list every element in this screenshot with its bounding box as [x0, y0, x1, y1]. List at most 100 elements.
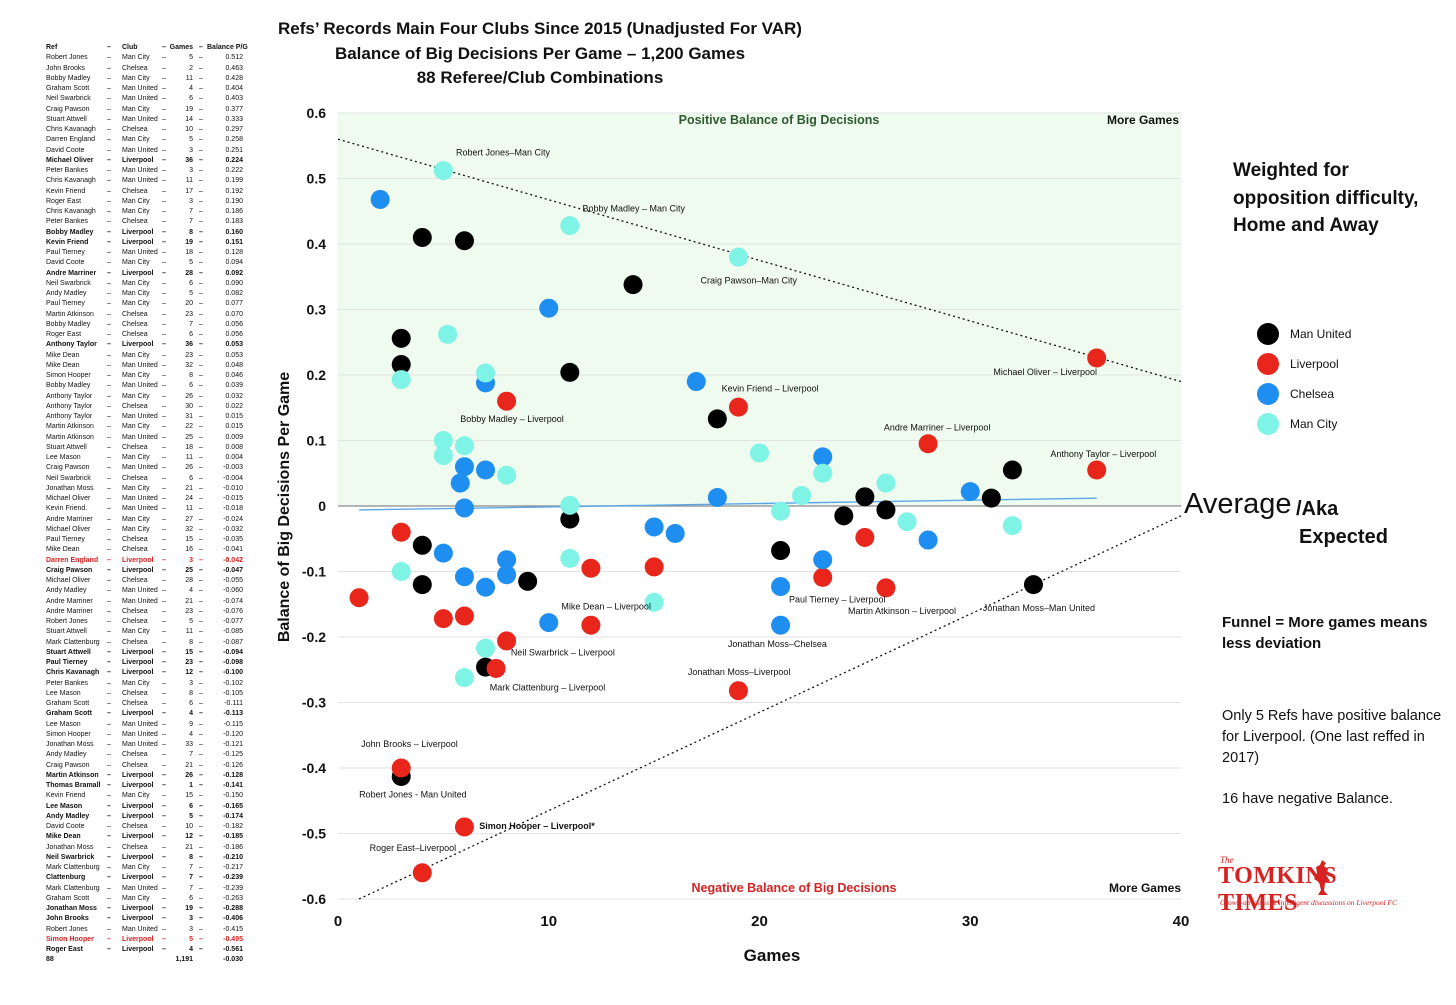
table-dash: – [199, 74, 203, 82]
table-dash: – [199, 495, 203, 502]
table-dash: – [107, 402, 111, 410]
table-row: Clattenburg – Liverpool –7– -0.239 [46, 873, 266, 883]
table-club: Liverpool [122, 812, 154, 820]
table-dash: – [107, 187, 111, 195]
table-games: 32 [185, 525, 193, 533]
table-games: 18 [185, 249, 193, 256]
table-dash: – [107, 792, 111, 800]
table-games: 6 [189, 894, 193, 902]
legend-item: Liverpool [1257, 352, 1437, 382]
table-games: 23 [185, 659, 193, 666]
table-club: Liverpool [122, 156, 154, 164]
table-ref: Neil Swarbrick [46, 853, 95, 861]
table-dash: – [107, 935, 111, 943]
table-club: Man City [122, 392, 150, 400]
table-dash: – [199, 382, 203, 390]
table-dash: – [107, 905, 111, 912]
table-games: 21 [185, 597, 193, 605]
table-dash: – [107, 618, 111, 625]
table-dash: – [199, 115, 203, 123]
table-dash: – [162, 782, 166, 789]
table-ref: Michael Oliver [46, 577, 91, 584]
table-games: 25 [185, 433, 193, 441]
table-club: Man City [122, 197, 150, 205]
table-dash: – [199, 648, 203, 656]
table-row: David Coote – Man City –5–0.094 [46, 258, 266, 268]
table-balance: 0.160 [225, 228, 243, 236]
positive-region-label: Positive Balance of Big Decisions [679, 113, 880, 127]
data-point [497, 465, 517, 485]
table-club: Man City [122, 136, 150, 144]
table-ref: Thomas Bramall [46, 782, 101, 789]
table-dash: – [107, 74, 111, 82]
table-club: Chelsea [122, 331, 148, 338]
table-games: 36 [185, 341, 193, 349]
table-games: 6 [189, 95, 193, 103]
table-ref: Kevin Friend [46, 238, 89, 246]
table-dash: – [162, 300, 166, 308]
table-ref: Michael Oliver [46, 495, 91, 502]
table-balance: 0.151 [225, 238, 243, 246]
table-row: Craig Pawson – Man United –26– -0.003 [46, 463, 266, 473]
table-dash: – [199, 710, 203, 718]
data-point [813, 447, 833, 467]
table-club: Man City [122, 279, 150, 287]
table-balance: 0.053 [225, 341, 243, 349]
data-point [391, 562, 411, 581]
table-dash: – [107, 208, 111, 215]
table-dash: – [107, 320, 111, 328]
table-dash: – [162, 208, 166, 215]
table-games: 32 [185, 361, 193, 369]
table-balance: -0.018 [223, 505, 243, 513]
table-dash: – [107, 628, 111, 636]
point-annotation: Bobby Madley – Liverpool [460, 414, 564, 424]
table-dash: – [107, 54, 111, 62]
table-row: Lee Mason – Man United –9– -0.115 [46, 720, 266, 730]
data-point [560, 362, 580, 382]
table-balance: 0.463 [225, 64, 243, 72]
point-annotation: Neil Swarbrick – Liverpool [511, 647, 615, 657]
data-point [391, 522, 411, 542]
table-row: Andy Madley – Chelsea –7– -0.125 [46, 750, 266, 760]
table-balance: 0.183 [225, 218, 243, 226]
table-club: Chelsea [122, 843, 148, 851]
x-tick-label: 10 [540, 913, 557, 930]
table-ref: Michael Oliver [46, 525, 91, 533]
table-ref: Simon Hooper [46, 935, 94, 943]
table-ref: Simon Hooper [46, 730, 91, 738]
table-balance: -0.060 [223, 587, 243, 595]
table-balance: 0.428 [225, 74, 243, 82]
table-club: Man City [122, 679, 150, 687]
table-club: Man City [122, 300, 150, 308]
data-point [918, 530, 938, 550]
table-balance: -0.004 [223, 474, 243, 482]
table-ref: Anthony Taylor [46, 392, 93, 400]
table-balance: -0.150 [223, 792, 243, 800]
table-balance: 0.082 [225, 290, 243, 297]
table-dash: – [162, 279, 166, 287]
table-row: Andre Marriner – Liverpool –28–0.092 [46, 269, 266, 279]
data-point [476, 363, 496, 383]
table-ref: Darren England [46, 136, 96, 144]
data-point [391, 758, 411, 778]
table-ref: Lee Mason [46, 802, 83, 810]
table-balance: -0.210 [223, 853, 243, 861]
table-ref: Anthony Taylor [46, 402, 93, 410]
table-row: Chris Kavanagh – Man City –7–0.186 [46, 207, 266, 217]
table-dash: – [162, 915, 166, 923]
table-games: 8 [189, 638, 193, 646]
table-dash: – [199, 915, 203, 923]
y-tick-label: -0.3 [302, 695, 326, 711]
table-club: Man City [122, 864, 150, 871]
table-dash: – [107, 515, 111, 523]
table-balance: 0.128 [225, 249, 243, 256]
table-dash: – [162, 566, 166, 574]
table-dash: – [199, 228, 203, 236]
table-balance: -0.495 [223, 935, 243, 943]
table-dash: – [199, 536, 203, 543]
table-dash: – [199, 546, 203, 554]
table-ref: Andy Madley [46, 290, 87, 297]
point-annotation: Paul Tierney – Liverpool [789, 594, 886, 604]
table-dash: – [199, 279, 203, 287]
table-balance: 0.094 [225, 259, 243, 267]
